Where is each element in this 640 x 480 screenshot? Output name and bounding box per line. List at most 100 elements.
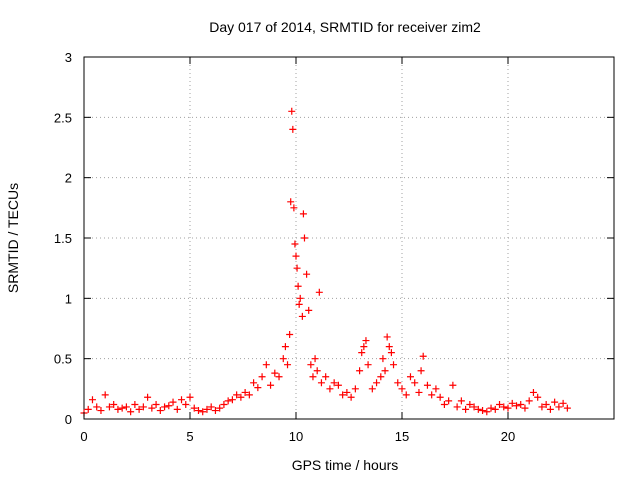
data-point-marker xyxy=(508,399,516,407)
data-point-marker xyxy=(303,270,311,278)
data-point-marker xyxy=(291,240,299,248)
data-point-marker xyxy=(122,403,130,411)
data-point-marker xyxy=(491,405,499,413)
data-point-marker xyxy=(373,379,381,387)
data-point-marker xyxy=(330,379,338,387)
data-point-marker xyxy=(362,337,370,345)
x-tick-label: 10 xyxy=(289,429,303,444)
data-point-marker xyxy=(512,402,520,410)
data-point-marker xyxy=(88,396,96,404)
data-point-marker xyxy=(258,373,266,381)
data-point-marker xyxy=(411,379,419,387)
data-point-marker xyxy=(379,355,387,363)
data-point-marker xyxy=(496,401,504,409)
data-point-marker xyxy=(289,125,297,133)
data-point-marker xyxy=(417,367,425,375)
data-point-marker xyxy=(161,403,169,411)
data-point-marker xyxy=(182,401,190,409)
data-point-marker xyxy=(152,401,160,409)
data-point-marker xyxy=(534,393,542,401)
data-point-marker xyxy=(347,393,355,401)
data-point-marker xyxy=(394,379,402,387)
data-point-marker xyxy=(220,401,228,409)
data-point-marker xyxy=(216,404,224,412)
data-point-marker xyxy=(228,396,236,404)
data-point-marker xyxy=(287,198,295,206)
data-point-marker xyxy=(165,402,173,410)
data-point-marker xyxy=(300,234,308,242)
data-point-marker xyxy=(474,405,482,413)
data-point-marker xyxy=(563,404,571,412)
data-point-marker xyxy=(207,403,215,411)
data-point-marker xyxy=(462,405,470,413)
data-points xyxy=(80,107,571,417)
data-point-marker xyxy=(326,385,334,393)
y-tick-label: 2.5 xyxy=(54,110,72,125)
axis-ticks: 0 5 10 15 20 0 0.5 1 1.5 2 2.5 3 xyxy=(54,50,614,444)
data-point-marker xyxy=(351,385,359,393)
data-point-marker xyxy=(275,373,283,381)
data-point-marker xyxy=(93,403,101,411)
y-tick-label: 0 xyxy=(65,412,72,427)
data-point-marker xyxy=(479,407,487,415)
data-point-marker xyxy=(315,288,323,296)
data-point-marker xyxy=(364,361,372,369)
data-point-marker xyxy=(131,401,139,409)
data-point-marker xyxy=(299,210,307,218)
data-point-marker xyxy=(127,408,135,416)
data-point-marker xyxy=(551,398,559,406)
data-point-marker xyxy=(178,396,186,404)
data-point-marker xyxy=(105,403,113,411)
data-point-marker xyxy=(169,398,177,406)
data-point-marker xyxy=(211,407,219,415)
y-tick-label: 2 xyxy=(65,171,72,186)
data-point-marker xyxy=(290,204,298,212)
chart-title: Day 017 of 2014, SRMTID for receiver zim… xyxy=(209,19,481,35)
data-point-marker xyxy=(292,252,300,260)
data-point-marker xyxy=(271,369,279,377)
data-point-marker xyxy=(436,393,444,401)
data-point-marker xyxy=(114,405,122,413)
data-point-marker xyxy=(390,361,398,369)
data-point-marker xyxy=(199,408,207,416)
data-point-marker xyxy=(466,401,474,409)
data-point-marker xyxy=(110,401,118,409)
data-point-marker xyxy=(148,404,156,412)
data-point-marker xyxy=(245,391,253,399)
data-point-marker xyxy=(194,407,202,415)
data-point-marker xyxy=(156,407,164,415)
data-point-marker xyxy=(118,404,126,412)
data-point-marker xyxy=(387,349,395,357)
data-point-marker xyxy=(190,404,198,412)
data-point-marker xyxy=(415,388,423,396)
data-point-marker xyxy=(101,391,109,399)
data-point-marker xyxy=(500,403,508,411)
data-point-marker xyxy=(542,401,550,409)
data-point-marker xyxy=(432,385,440,393)
data-point-marker xyxy=(288,107,296,115)
data-point-marker xyxy=(295,300,303,308)
y-tick-label: 1.5 xyxy=(54,231,72,246)
data-point-marker xyxy=(339,391,347,399)
data-point-marker xyxy=(139,403,147,411)
x-tick-label: 15 xyxy=(395,429,409,444)
data-point-marker xyxy=(453,403,461,411)
data-point-marker xyxy=(267,381,275,389)
data-point-marker xyxy=(559,399,567,407)
data-point-marker xyxy=(284,361,292,369)
data-point-marker xyxy=(343,388,351,396)
data-point-marker xyxy=(241,388,249,396)
y-axis-label: SRMTID / TECUs xyxy=(5,183,21,293)
y-tick-label: 0.5 xyxy=(54,352,72,367)
y-tick-label: 3 xyxy=(65,50,72,65)
data-point-marker xyxy=(279,355,287,363)
data-point-marker xyxy=(293,264,301,272)
data-point-marker xyxy=(294,282,302,290)
x-tick-label: 5 xyxy=(186,429,193,444)
data-point-marker xyxy=(313,367,321,375)
data-point-marker xyxy=(504,404,512,412)
data-point-marker xyxy=(281,343,289,351)
data-point-marker xyxy=(307,361,315,369)
data-point-marker xyxy=(358,349,366,357)
